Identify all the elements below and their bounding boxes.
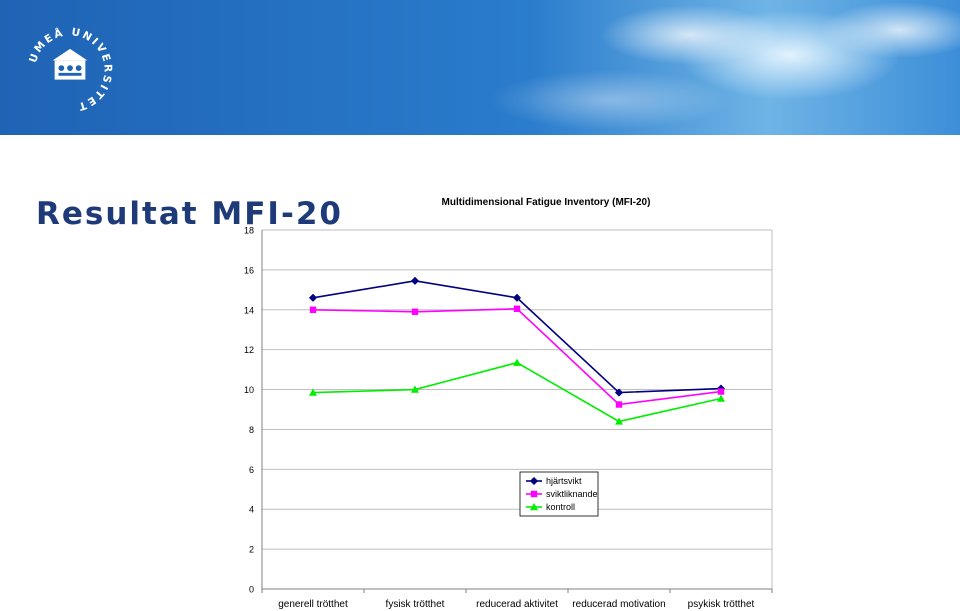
x-tick-label: reducerad aktivitet: [476, 599, 558, 610]
page-title: Resultat MFI-20: [36, 196, 343, 232]
data-point: [615, 417, 623, 425]
legend-marker: [530, 503, 538, 511]
x-tick-label: generell trötthet: [278, 599, 348, 610]
chart-series: [308, 276, 726, 425]
x-tick-label: psykisk trötthet: [688, 599, 755, 610]
legend-label: kontroll: [546, 502, 575, 512]
data-point: [410, 276, 420, 286]
chart-title: Multidimensional Fatigue Inventory (MFI-…: [442, 197, 651, 208]
y-tick-label: 8: [249, 425, 254, 435]
legend-marker: [530, 490, 538, 498]
data-point: [309, 388, 317, 396]
y-gridlines: [262, 229, 773, 589]
y-tick-label: 12: [244, 345, 254, 355]
data-point: [615, 401, 623, 408]
y-tick-label: 10: [244, 385, 254, 395]
y-tick-label: 18: [244, 226, 254, 236]
banner-background: [0, 0, 960, 135]
data-point: [411, 385, 419, 393]
data-point: [308, 293, 318, 302]
y-tick-label: 14: [244, 305, 254, 315]
university-crest-icon: UMEÅ UNIVERSITET: [27, 26, 111, 113]
x-tick-label: reducerad motivation: [572, 599, 665, 610]
y-tick-label: 4: [249, 505, 254, 515]
legend-marker: [529, 476, 539, 486]
x-axis: generell trötthet fysisk trötthet reducera…: [261, 588, 773, 610]
y-tick-label: 0: [249, 585, 254, 595]
chart-legend: hjärtsvikt sviktliknande kontroll: [519, 471, 599, 517]
y-tick-label: 2: [249, 545, 254, 555]
fatigue-line-chart: Multidimensional Fatigue Inventory (MFI-…: [244, 197, 773, 610]
y-axis: 0 2 4 6 8 10 12 14 16 18: [244, 226, 263, 595]
legend-label: hjärtsvikt: [546, 476, 582, 486]
data-point: [411, 308, 419, 315]
data-point: [717, 394, 725, 402]
data-point: [717, 388, 725, 395]
data-point: [513, 305, 521, 312]
header-banner: UMEÅ UNIVERSITET: [0, 0, 960, 135]
legend-label: sviktliknande: [546, 489, 598, 499]
data-point: [513, 358, 521, 366]
series-line-kontroll: [312, 361, 722, 423]
data-point: [512, 293, 522, 302]
y-tick-label: 16: [244, 265, 254, 275]
y-tick-label: 6: [249, 465, 254, 475]
x-tick-label: fysisk trötthet: [386, 599, 445, 610]
data-point: [614, 388, 624, 397]
data-point: [309, 306, 317, 313]
